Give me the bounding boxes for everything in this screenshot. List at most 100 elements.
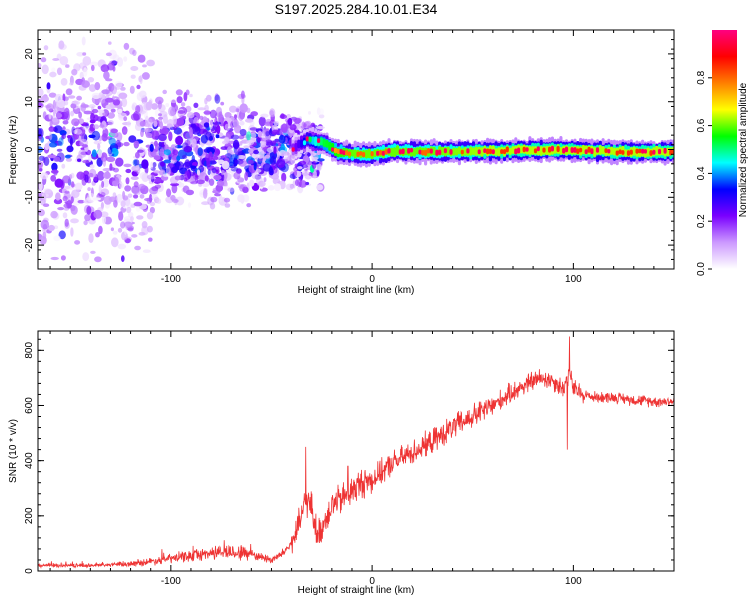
x-tick-label: -100 [161,576,181,587]
noise-blob [203,189,208,199]
noise-blob [240,90,245,99]
y-tick-label: 400 [24,452,35,469]
ridge-segment [607,149,611,154]
noise-blob [111,237,119,248]
noise-blob [159,169,166,176]
noise-blob [251,153,258,159]
noise-blob [131,185,140,194]
ridge-segment [601,146,605,155]
noise-blob [208,151,213,161]
noise-blob [122,195,129,201]
noise-blob [88,84,97,92]
noise-blob [76,52,85,57]
x-tick-label: -100 [161,274,181,285]
noise-blob [137,54,146,63]
noise-blob [130,176,139,181]
ridge-segment [452,147,456,156]
noise-blob [168,159,177,164]
noise-blob [88,178,92,184]
ridge-segment [576,148,580,154]
noise-blob [102,168,112,172]
ridge-segment [398,149,402,155]
noise-blob [230,134,240,140]
ridge-segment [331,147,335,152]
colorbar-tick-label: 0.0 [696,262,707,276]
noise-blob [158,133,167,142]
noise-blob [203,122,210,128]
noise-blob [86,206,92,215]
noise-blob [103,171,111,179]
noise-blob [151,103,159,110]
ridge-segment [502,149,507,155]
noise-blob [92,124,100,130]
noise-blob [117,243,127,250]
ridge-segment [443,148,447,154]
ridge-segment [438,149,442,155]
noise-blob [274,138,280,143]
noise-blob [90,112,95,122]
noise-blob [230,154,239,160]
noise-blob [145,101,153,111]
noise-blob [55,110,64,120]
noise-blob [160,161,166,167]
noise-blob [280,113,285,119]
ridge-segment [311,136,315,145]
noise-blob [107,120,114,126]
noise-blob [40,219,50,230]
ridge-segment [655,145,659,156]
noise-blob [120,86,126,91]
noise-blob [238,113,244,121]
noise-blob [127,193,133,198]
ridge-segment [522,146,526,153]
noise-blob [99,124,105,128]
noise-blob [266,147,274,153]
noise-blob [213,174,222,181]
noise-blob [111,176,120,187]
noise-blob [281,172,287,182]
noise-blob [126,120,131,127]
noise-blob [97,170,105,181]
noise-blob [38,63,42,68]
noise-blob [293,117,302,124]
noise-blob [123,42,130,50]
noise-blob [72,100,81,105]
noise-blob [112,99,121,106]
ridge-segment [480,147,484,157]
noise-blob [120,200,126,208]
noise-blob [209,174,215,178]
noise-blob [193,102,199,109]
ridge-segment [491,149,495,155]
noise-blob [189,93,193,98]
noise-blob [101,180,105,188]
ridge-segment [339,148,343,155]
noise-blob [192,161,198,167]
ridge-segment [652,149,656,155]
noise-blob [47,154,57,159]
spectrogram-x-label: Height of straight line (km) [298,285,415,296]
noise-blob [227,187,235,193]
noise-blob [131,234,138,238]
noise-blob [249,179,255,187]
noise-blob [65,157,72,162]
ridge-segment [635,148,639,154]
noise-blob [47,224,55,232]
noise-blob [124,185,132,192]
noise-blob [87,77,95,83]
noise-blob [214,116,218,127]
noise-blob [171,166,178,174]
noise-blob [100,188,110,196]
noise-blob [253,149,259,155]
noise-blob [77,158,82,162]
noise-blob [224,203,231,208]
ridge-segment [598,145,602,155]
ridge-segment [469,146,473,156]
noise-blob [102,127,109,138]
noise-blob [127,227,134,232]
noise-blob [223,197,231,203]
noise-blob [153,170,160,174]
noise-blob [82,144,88,148]
noise-blob [176,117,185,127]
noise-blob [110,128,118,134]
